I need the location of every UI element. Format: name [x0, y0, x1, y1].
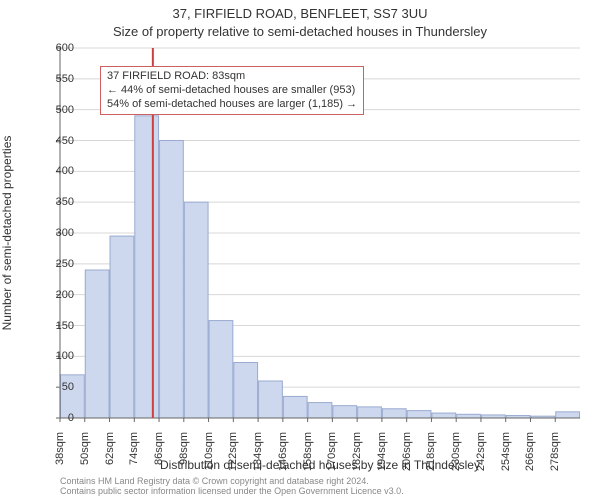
y-tick-label: 350 [34, 196, 74, 208]
y-axis-label: Number of semi-detached properties [0, 48, 16, 418]
info-box-line2: ← 44% of semi-detached houses are smalle… [107, 84, 357, 98]
y-tick-label: 50 [34, 381, 74, 393]
info-box-line3: 54% of semi-detached houses are larger (… [107, 98, 357, 112]
property-info-box: 37 FIRFIELD ROAD: 83sqm ← 44% of semi-de… [100, 66, 364, 115]
y-tick-label: 300 [34, 227, 74, 239]
y-tick-label: 0 [34, 412, 74, 424]
y-tick-label: 150 [34, 320, 74, 332]
info-box-line1: 37 FIRFIELD ROAD: 83sqm [107, 70, 357, 84]
footer-line1: Contains HM Land Registry data © Crown c… [60, 476, 580, 486]
y-tick-label: 600 [34, 42, 74, 54]
y-tick-label: 250 [34, 258, 74, 270]
footer-line2: Contains public sector information licen… [60, 486, 580, 496]
y-tick-label: 450 [34, 135, 74, 147]
x-axis-label: Distribution of semi-detached houses by … [60, 458, 580, 472]
y-tick-label: 550 [34, 73, 74, 85]
y-tick-label: 500 [34, 104, 74, 116]
chart-footer: Contains HM Land Registry data © Crown c… [60, 476, 580, 497]
y-tick-label: 400 [34, 165, 74, 177]
chart-plot-area: 37 FIRFIELD ROAD: 83sqm ← 44% of semi-de… [60, 48, 580, 418]
chart-title-line1: 37, FIRFIELD ROAD, BENFLEET, SS7 3UU [0, 6, 600, 21]
chart-title-line2: Size of property relative to semi-detach… [0, 24, 600, 39]
y-tick-label: 200 [34, 289, 74, 301]
y-tick-label: 100 [34, 350, 74, 362]
